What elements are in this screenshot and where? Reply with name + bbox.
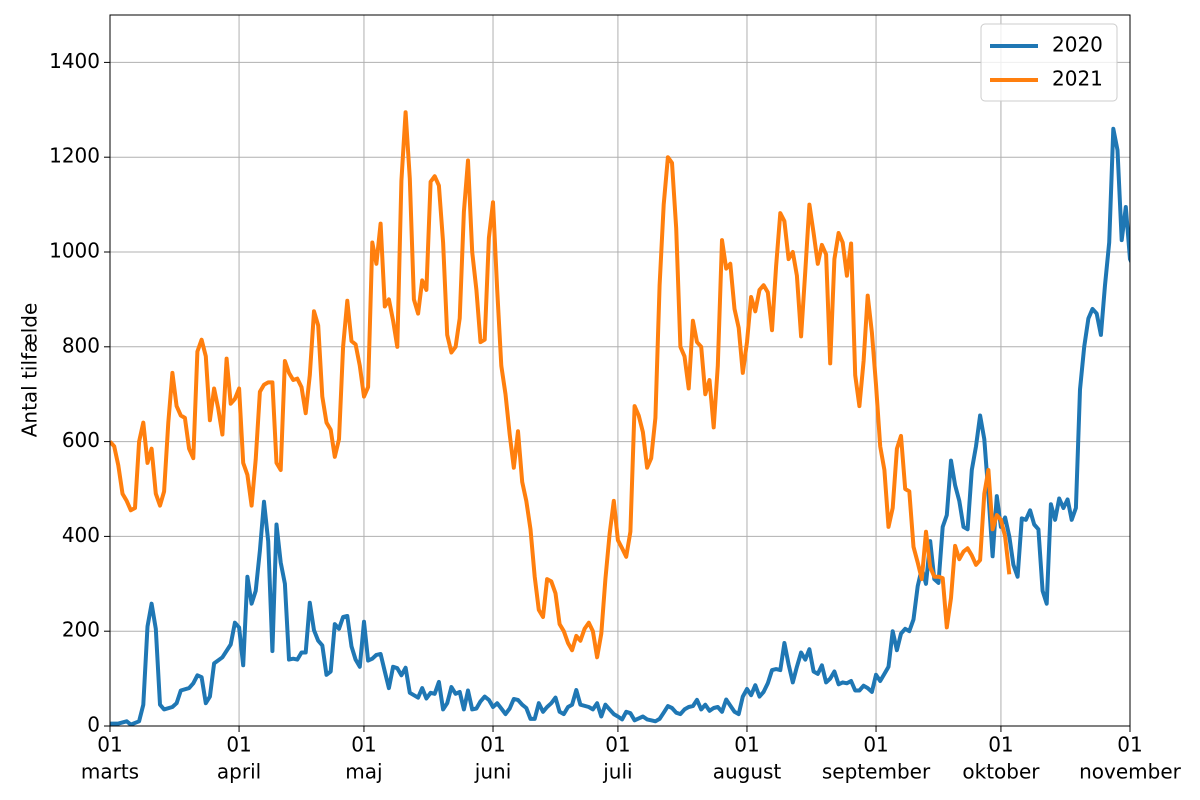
- x-tick-label-month: juli: [602, 760, 632, 784]
- x-tick-label-month: maj: [345, 760, 382, 784]
- x-tick-label-day: 01: [1117, 733, 1142, 757]
- axis-ticks: 0 200 400 600 800 1000 1200 1400 01 marts 01 april 0…: [49, 49, 1182, 784]
- x-tick-label-month: august: [713, 760, 782, 784]
- x-tick-label-day: 01: [605, 733, 630, 757]
- x-tick-label-month: november: [1079, 760, 1182, 784]
- x-tick-label-month: marts: [81, 760, 139, 784]
- y-tick-label: 600: [62, 428, 100, 452]
- y-tick-label: 400: [62, 523, 100, 547]
- x-tick-label-day: 01: [988, 733, 1013, 757]
- series-group: [110, 110, 1130, 726]
- y-tick-label: 1200: [49, 144, 100, 168]
- y-tick-label: 0: [87, 713, 100, 737]
- legend-label-2020: 2020: [1052, 33, 1103, 57]
- grid: [109, 15, 1131, 727]
- x-tick-label-month: oktober: [962, 760, 1040, 784]
- x-tick-label-month: april: [217, 760, 261, 784]
- x-tick-label-day: 01: [863, 733, 888, 757]
- y-tick-label: 1400: [49, 49, 100, 73]
- legend-label-2021: 2021: [1052, 67, 1103, 91]
- x-tick-label-month: september: [822, 760, 931, 784]
- y-tick-label: 200: [62, 618, 100, 642]
- y-tick-label: 1000: [49, 239, 100, 263]
- plot-frame: [109, 14, 1131, 727]
- series-line-2021: [110, 110, 1012, 660]
- x-tick-label-day: 01: [351, 733, 376, 757]
- y-axis-title: Antal tilfælde: [18, 303, 42, 438]
- x-tick-label-day: 01: [480, 733, 505, 757]
- legend: 2020 2021: [980, 23, 1118, 102]
- x-tick-label-month: juni: [474, 760, 511, 784]
- x-tick-label-day: 01: [97, 733, 122, 757]
- series-line-2020: [110, 126, 1130, 726]
- x-tick-label-day: 01: [734, 733, 759, 757]
- x-tick-label-day: 01: [226, 733, 251, 757]
- y-tick-label: 800: [62, 333, 100, 357]
